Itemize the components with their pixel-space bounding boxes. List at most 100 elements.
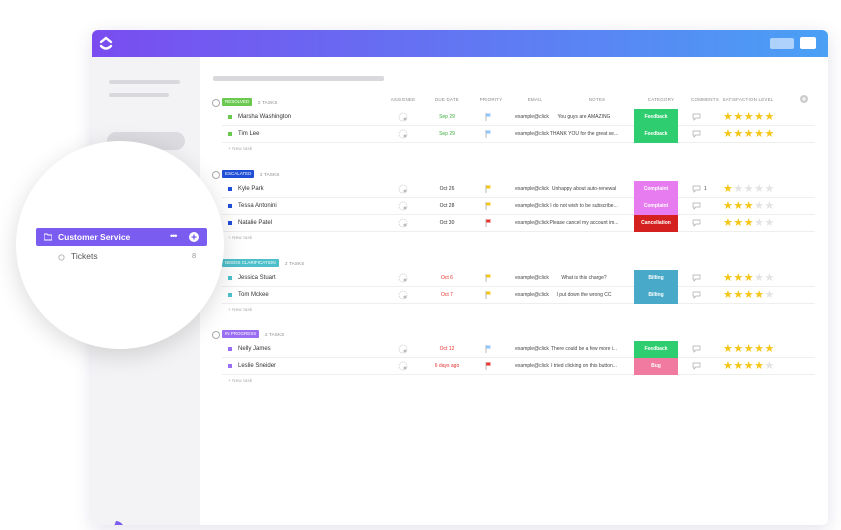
notes: I tried clicking on this button... bbox=[551, 363, 617, 369]
task-name[interactable]: Nelly James bbox=[238, 346, 271, 352]
star: ★ bbox=[733, 111, 744, 123]
assignee-icon[interactable] bbox=[398, 218, 408, 228]
due-date: Oct 28 bbox=[439, 203, 455, 209]
status-label: ESCALATED bbox=[222, 170, 255, 178]
assignee-icon[interactable] bbox=[398, 201, 408, 211]
due-date: Oct 26 bbox=[439, 186, 455, 192]
status-label: NEEDS CLARIFICATION bbox=[222, 259, 279, 267]
task-name[interactable]: Kyle Park bbox=[238, 186, 264, 192]
star: ★ bbox=[764, 289, 775, 301]
task-row[interactable]: Leslie Sneider 6 days ago example@click I t… bbox=[222, 358, 815, 375]
comment-icon[interactable] bbox=[692, 202, 701, 210]
list-count: 8 bbox=[192, 251, 197, 260]
status-square bbox=[228, 187, 232, 191]
status-square bbox=[228, 115, 232, 119]
task-name[interactable]: Tessa Antonini bbox=[238, 203, 277, 209]
email: example@click bbox=[515, 131, 549, 137]
logo bbox=[99, 36, 113, 50]
star: ★ bbox=[733, 200, 744, 212]
more-icon[interactable]: ••• bbox=[170, 231, 178, 241]
comment-icon[interactable] bbox=[692, 274, 701, 282]
assignee-icon[interactable] bbox=[398, 290, 408, 300]
comment-icon[interactable] bbox=[692, 345, 701, 353]
priority-flag[interactable] bbox=[485, 274, 492, 282]
star: ★ bbox=[733, 183, 744, 195]
star: ★ bbox=[733, 217, 744, 229]
due-date: Oct 6 bbox=[441, 275, 453, 281]
comment-icon[interactable] bbox=[692, 185, 701, 193]
comment-icon[interactable] bbox=[692, 219, 701, 227]
task-count: 2 TASKS bbox=[260, 172, 280, 177]
satisfaction-rating: ★★★★★ bbox=[723, 126, 775, 142]
task-row[interactable]: Nelly James Oct 12 example@click There coul… bbox=[222, 341, 815, 358]
assignee-icon[interactable] bbox=[398, 129, 408, 139]
notes: Unhappy about auto-renewal bbox=[551, 186, 617, 192]
priority-flag[interactable] bbox=[485, 130, 492, 138]
satisfaction-rating: ★★★★★ bbox=[723, 270, 775, 286]
star: ★ bbox=[764, 360, 775, 372]
button[interactable] bbox=[800, 37, 816, 49]
category: Billing bbox=[634, 270, 678, 287]
comment-icon[interactable] bbox=[692, 362, 701, 370]
collapse-toggle[interactable] bbox=[212, 171, 220, 179]
add-icon[interactable] bbox=[189, 232, 199, 242]
collapse-toggle[interactable] bbox=[212, 331, 220, 339]
comment-icon[interactable] bbox=[692, 113, 701, 121]
space-name: Customer Service bbox=[58, 232, 131, 242]
chat-icon[interactable] bbox=[106, 520, 126, 525]
list-name[interactable]: Tickets bbox=[71, 251, 98, 261]
notes: THANK YOU for the great se... bbox=[549, 131, 619, 137]
new-task[interactable]: + New task bbox=[228, 378, 253, 383]
comment-icon[interactable] bbox=[692, 130, 701, 138]
new-task[interactable]: + New task bbox=[228, 235, 253, 240]
satisfaction-rating: ★★★★★ bbox=[723, 181, 775, 197]
assignee-icon[interactable] bbox=[398, 112, 408, 122]
task-name[interactable]: Leslie Sneider bbox=[238, 363, 277, 369]
task-count: 2 TASKS bbox=[285, 261, 305, 266]
priority-flag[interactable] bbox=[485, 362, 492, 370]
task-name[interactable]: Marsha Washington bbox=[238, 114, 292, 120]
star: ★ bbox=[754, 111, 764, 123]
new-task[interactable]: + New task bbox=[228, 307, 253, 312]
star: ★ bbox=[764, 343, 775, 355]
task-name[interactable]: Tom Mckee bbox=[238, 292, 269, 298]
star: ★ bbox=[764, 200, 775, 212]
task-name[interactable]: Jessica Stuart bbox=[238, 275, 276, 281]
list-icon bbox=[58, 254, 65, 261]
priority-flag[interactable] bbox=[485, 185, 492, 193]
task-name[interactable]: Tim Lee bbox=[238, 131, 260, 137]
category: Feedback bbox=[634, 126, 678, 143]
column-header: PRIORITY bbox=[479, 97, 503, 102]
comment-icon[interactable] bbox=[692, 291, 701, 299]
new-task[interactable]: + New task bbox=[228, 146, 253, 151]
space-item[interactable]: Customer Service ••• bbox=[36, 228, 207, 246]
priority-flag[interactable] bbox=[485, 291, 492, 299]
add-column[interactable] bbox=[800, 95, 808, 103]
task-row[interactable]: Tessa Antonini Oct 28 example@click I do no… bbox=[222, 198, 815, 215]
assignee-icon[interactable] bbox=[398, 184, 408, 194]
assignee-icon[interactable] bbox=[398, 273, 408, 283]
priority-flag[interactable] bbox=[485, 219, 492, 227]
due-date: Oct 30 bbox=[439, 220, 455, 226]
priority-flag[interactable] bbox=[485, 202, 492, 210]
email: example@click bbox=[515, 363, 549, 369]
notes: Please cancel my account im... bbox=[549, 220, 619, 226]
task-row[interactable]: Natalie Patel Oct 30 example@click Please c… bbox=[222, 215, 815, 232]
priority-flag[interactable] bbox=[485, 345, 492, 353]
star: ★ bbox=[754, 272, 764, 284]
task-row[interactable]: Tom Mckee Oct 7 example@click I put down th… bbox=[222, 287, 815, 304]
task-name[interactable]: Natalie Patel bbox=[238, 220, 273, 226]
collapse-toggle[interactable] bbox=[212, 99, 220, 107]
button[interactable] bbox=[770, 38, 794, 49]
email: example@click bbox=[515, 275, 549, 281]
comment-count: 1 bbox=[704, 186, 707, 192]
assignee-icon[interactable] bbox=[398, 344, 408, 354]
assignee-icon[interactable] bbox=[398, 361, 408, 371]
task-row[interactable]: Marsha Washington Sep 29 example@click You … bbox=[222, 109, 815, 126]
priority-flag[interactable] bbox=[485, 113, 492, 121]
category: Cancellation bbox=[634, 215, 678, 232]
task-row[interactable]: Jessica Stuart Oct 6 example@click What is … bbox=[222, 270, 815, 287]
task-row[interactable]: Kyle Park Oct 26 example@click Unhappy abou… bbox=[222, 181, 815, 198]
column-header: SATISFACTION LEVEL bbox=[722, 97, 774, 102]
task-row[interactable]: Tim Lee Sep 29 example@click THANK YOU for … bbox=[222, 126, 815, 143]
